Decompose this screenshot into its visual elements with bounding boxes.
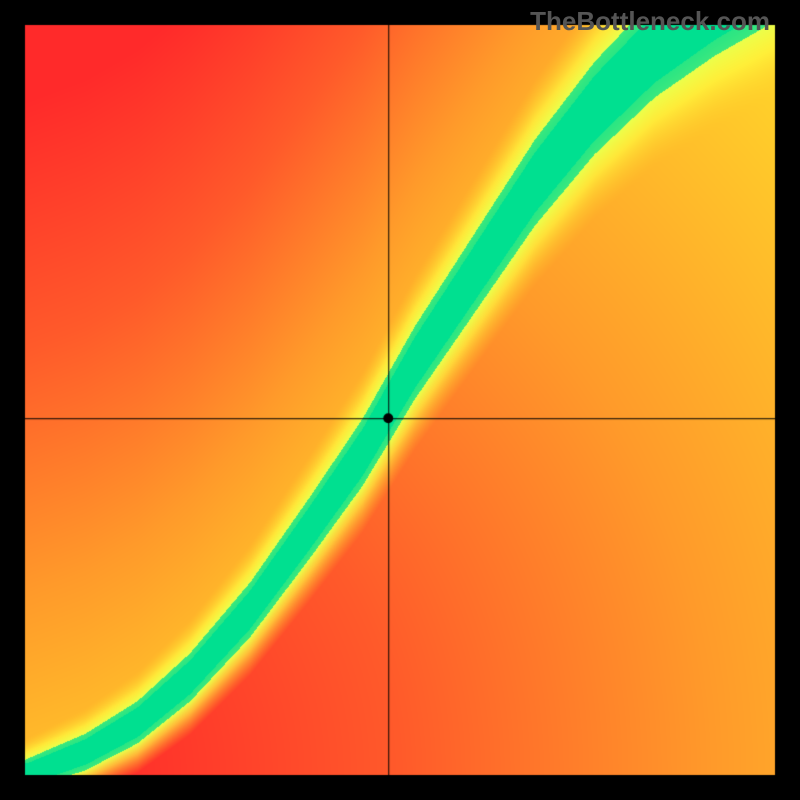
watermark-text: TheBottleneck.com bbox=[530, 6, 770, 37]
bottleneck-heatmap-canvas bbox=[0, 0, 800, 800]
bottleneck-heatmap-container: TheBottleneck.com bbox=[0, 0, 800, 800]
